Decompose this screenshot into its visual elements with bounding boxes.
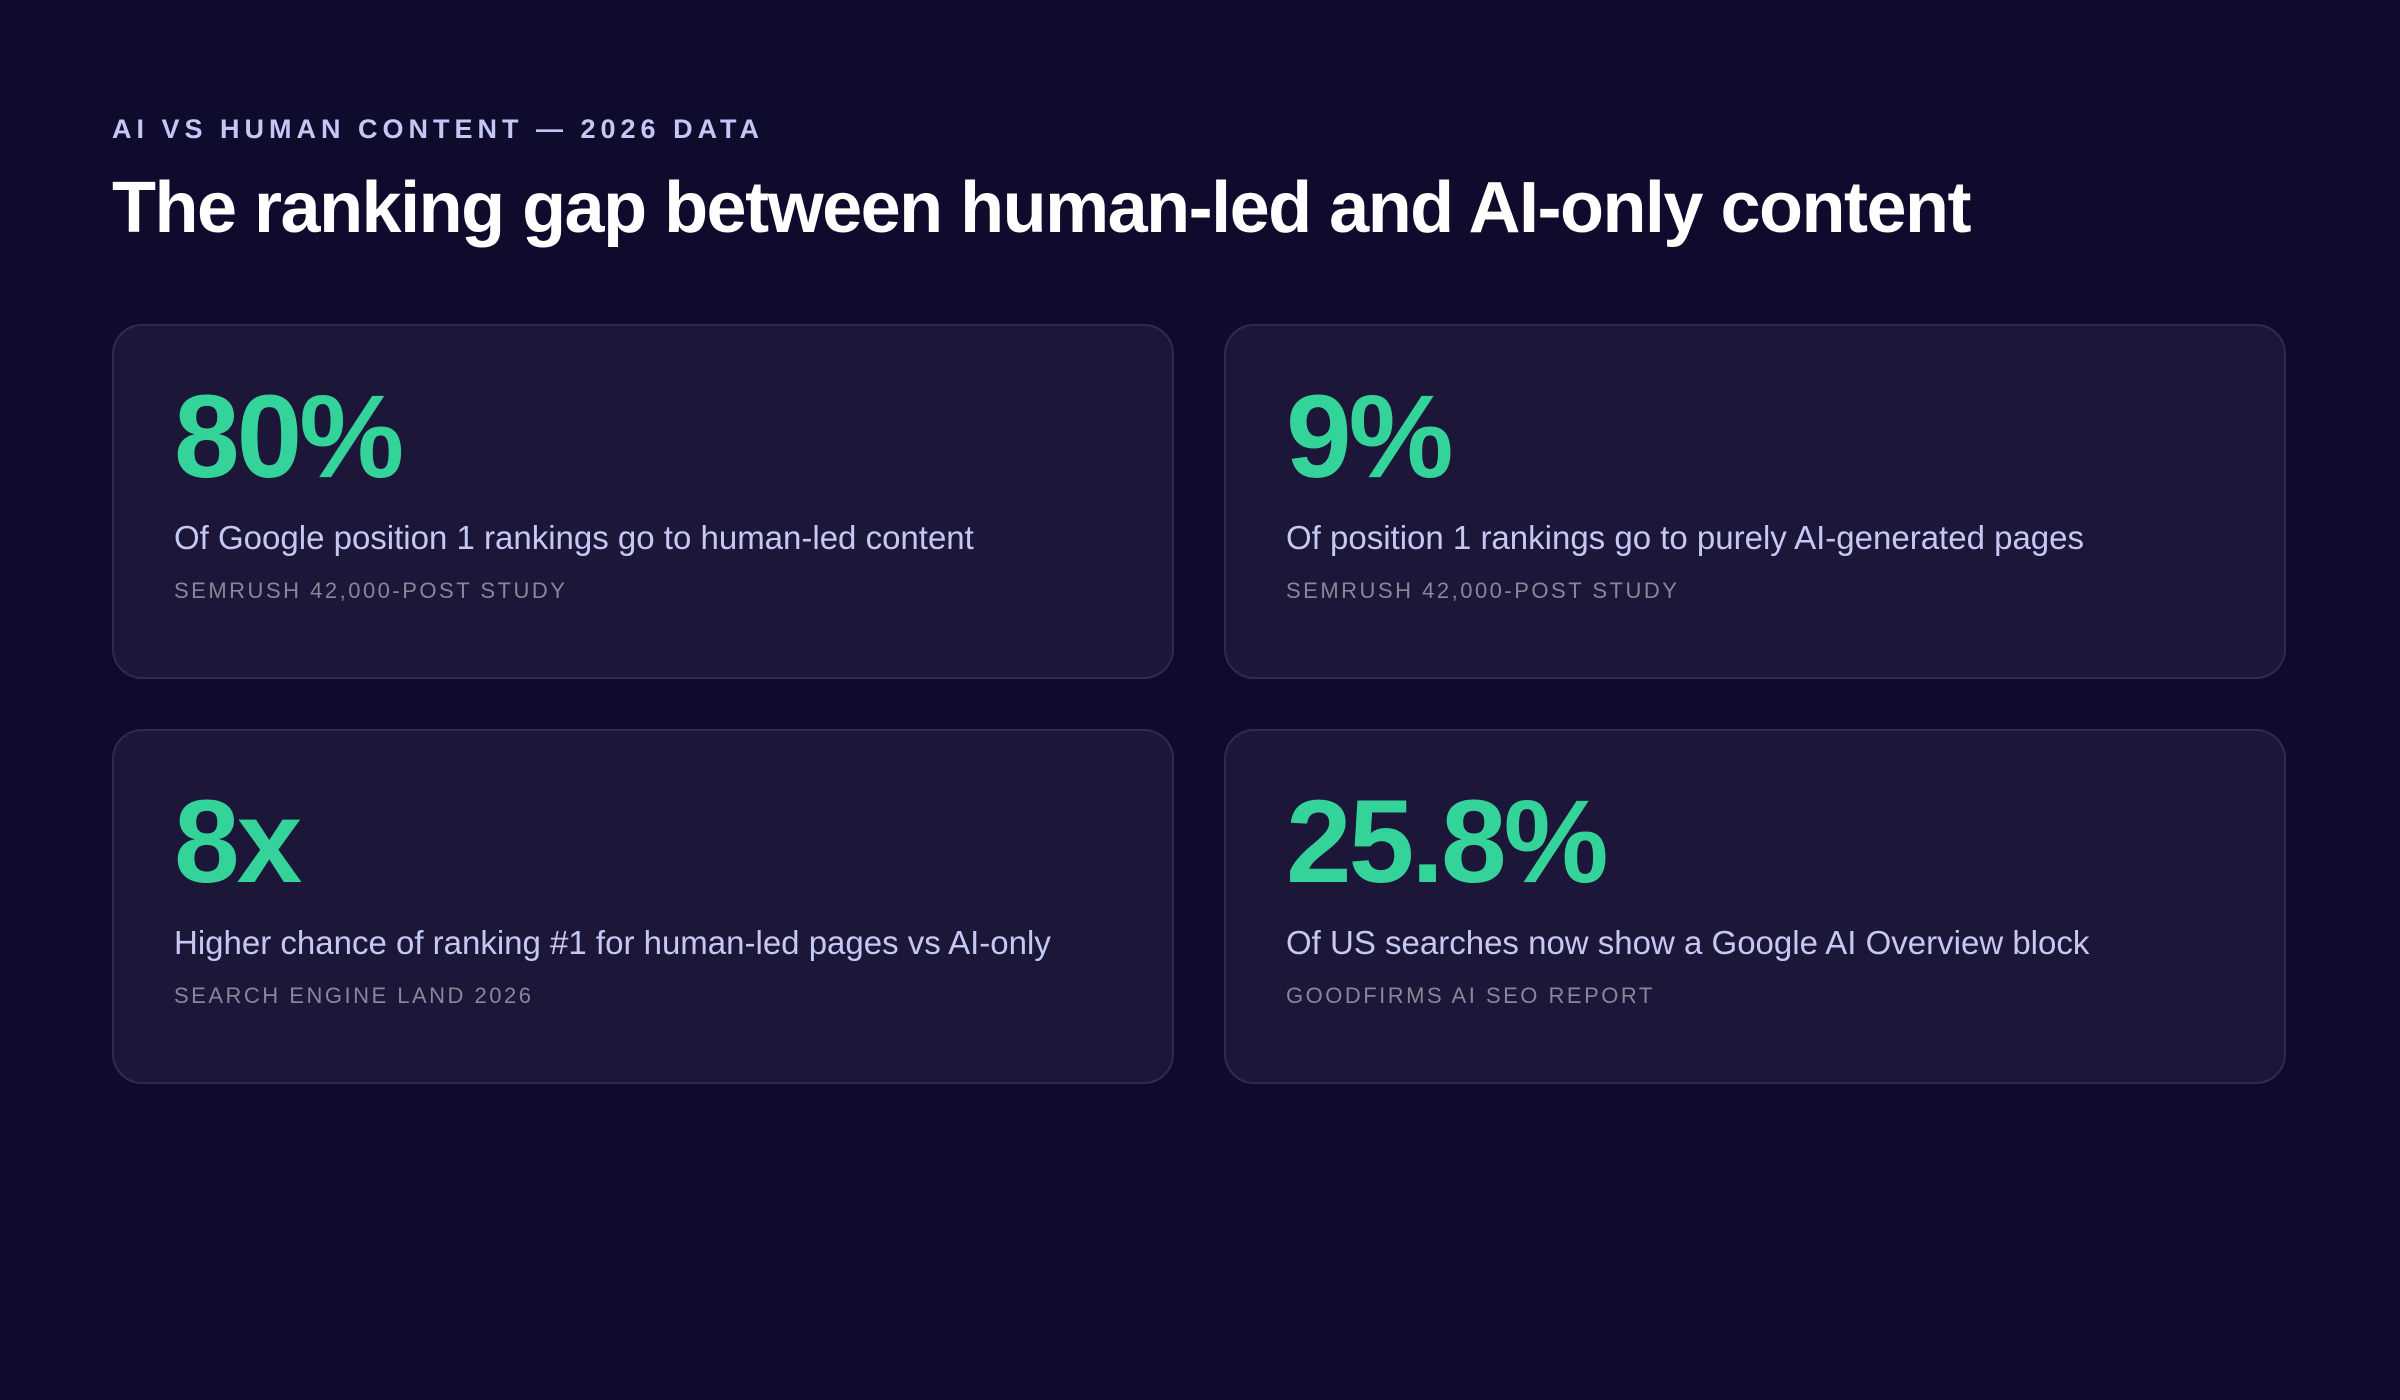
stat-description: Of Google position 1 rankings go to huma… bbox=[174, 519, 974, 556]
stat-description: Higher chance of ranking #1 for human-le… bbox=[174, 924, 1051, 961]
stats-grid: 80% Of Google position 1 rankings go to … bbox=[112, 324, 2288, 1084]
stat-source: SEMRUSH 42,000-POST STUDY bbox=[1286, 577, 1680, 603]
stat-source: SEMRUSH 42,000-POST STUDY bbox=[174, 577, 568, 603]
stat-value: 8x bbox=[174, 776, 302, 908]
stat-value: 25.8% bbox=[1286, 776, 1609, 908]
stat-description: Of US searches now show a Google AI Over… bbox=[1286, 924, 2090, 961]
page-title: The ranking gap between human-led and AI… bbox=[112, 168, 1971, 248]
stat-card-ai-overview-share: 25.8% Of US searches now show a Google A… bbox=[1224, 729, 2286, 1084]
stat-card-ai-only-share: 9% Of position 1 rankings go to purely A… bbox=[1224, 324, 2286, 679]
stat-description: Of position 1 rankings go to purely AI-g… bbox=[1286, 519, 2085, 556]
stat-card-human-led-share: 80% Of Google position 1 rankings go to … bbox=[112, 324, 1174, 679]
stat-value: 80% bbox=[174, 371, 404, 503]
stats-page: AI VS HUMAN CONTENT — 2026 DATA The rank… bbox=[112, 100, 2288, 1084]
stat-card-ranking-multiplier: 8x Higher chance of ranking #1 for human… bbox=[112, 729, 1174, 1084]
eyebrow-label: AI VS HUMAN CONTENT — 2026 DATA bbox=[112, 114, 765, 144]
stat-source: GOODFIRMS AI SEO REPORT bbox=[1286, 982, 1655, 1008]
stat-value: 9% bbox=[1286, 371, 1454, 503]
stat-source: SEARCH ENGINE LAND 2026 bbox=[174, 982, 534, 1008]
